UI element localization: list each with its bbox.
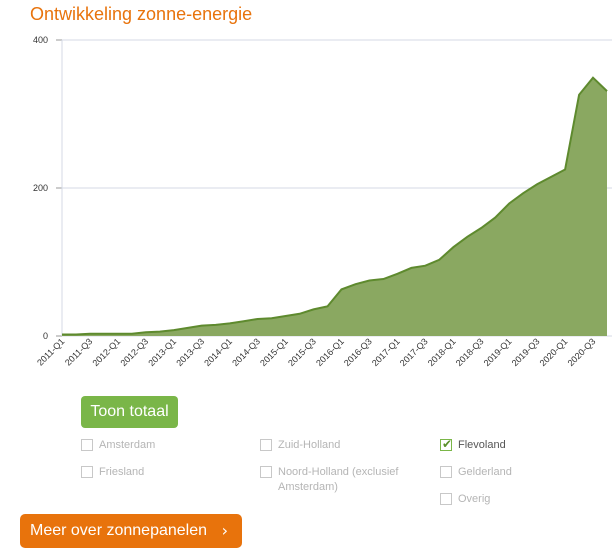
y-tick-label: 400 bbox=[33, 35, 48, 45]
checkbox-label-line2: Amsterdam) bbox=[278, 481, 338, 493]
x-tick-label: 2016-Q1 bbox=[314, 336, 346, 368]
x-tick-label: 2018-Q3 bbox=[454, 336, 486, 368]
x-tick-label: 2015-Q3 bbox=[286, 336, 318, 368]
checkbox-box[interactable] bbox=[440, 493, 452, 505]
checkbox-noord-holland[interactable]: Noord-Holland (exclusief Amsterdam) bbox=[260, 465, 398, 495]
more-about-solar-panels-button[interactable]: Meer over zonnepanelen › bbox=[20, 514, 242, 548]
x-tick-label: 2012-Q1 bbox=[90, 336, 122, 368]
checkbox-label: Zuid-Holland bbox=[278, 439, 341, 451]
x-tick-label: 2017-Q3 bbox=[398, 336, 430, 368]
x-tick-label: 2019-Q3 bbox=[510, 336, 542, 368]
checkbox-box[interactable] bbox=[81, 439, 93, 451]
checkbox-label-group: Noord-Holland (exclusief Amsterdam) bbox=[278, 465, 398, 495]
checkbox-label: Gelderland bbox=[458, 466, 512, 478]
checkmark-icon: ✔ bbox=[442, 437, 453, 451]
checkbox-box[interactable] bbox=[81, 466, 93, 478]
checkbox-label: Flevoland bbox=[458, 439, 506, 451]
chevron-right-icon: › bbox=[221, 521, 228, 540]
x-tick-label: 2013-Q1 bbox=[146, 336, 178, 368]
y-tick-label: 0 bbox=[43, 331, 48, 341]
x-tick-label: 2014-Q3 bbox=[230, 336, 262, 368]
checkbox-gelderland[interactable]: Gelderland bbox=[440, 465, 512, 480]
chart-title: Ontwikkeling zonne-energie bbox=[30, 4, 253, 24]
x-tick-label: 2019-Q1 bbox=[482, 336, 514, 368]
checkbox-box[interactable] bbox=[260, 466, 272, 478]
checkbox-box[interactable]: ✔ bbox=[440, 437, 453, 451]
x-tick-label: 2013-Q3 bbox=[174, 336, 206, 368]
x-tick-label: 2011-Q1 bbox=[35, 336, 66, 367]
x-tick-label: 2017-Q1 bbox=[370, 336, 402, 368]
checkbox-label: Friesland bbox=[99, 466, 145, 478]
x-tick-label: 2011-Q3 bbox=[63, 336, 94, 367]
x-tick-label: 2014-Q1 bbox=[202, 336, 234, 368]
checkbox-zuid-holland[interactable]: Zuid-Holland bbox=[260, 438, 340, 453]
x-tick-label: 2020-Q3 bbox=[566, 336, 598, 368]
checkbox-amsterdam[interactable]: Amsterdam bbox=[81, 438, 155, 453]
checkbox-label: Noord-Holland (exclusief bbox=[278, 466, 399, 478]
checkbox-box[interactable] bbox=[260, 439, 272, 451]
x-tick-label: 2015-Q1 bbox=[258, 336, 290, 368]
checkbox-overig[interactable]: Overig bbox=[440, 492, 490, 507]
x-tick-label: 2016-Q3 bbox=[342, 336, 374, 368]
series-area bbox=[62, 77, 607, 336]
x-tick-label: 2020-Q1 bbox=[538, 336, 570, 368]
checkbox-friesland[interactable]: Friesland bbox=[81, 465, 144, 480]
x-axis-ticks: 2011-Q12011-Q32012-Q12012-Q32013-Q12013-… bbox=[35, 336, 597, 368]
series-line bbox=[62, 76, 608, 336]
checkbox-flevoland[interactable]: ✔ Flevoland bbox=[440, 437, 506, 453]
checkbox-label: Amsterdam bbox=[99, 439, 156, 451]
checkbox-label: Overig bbox=[458, 493, 491, 505]
button-label: Meer over zonnepanelen bbox=[30, 522, 208, 539]
y-axis-ticks: 0 200 400 bbox=[33, 35, 48, 341]
x-tick-label: 2012-Q3 bbox=[118, 336, 150, 368]
checkbox-box[interactable] bbox=[440, 466, 452, 478]
y-tick-label: 200 bbox=[33, 183, 48, 193]
x-tick-label: 2018-Q1 bbox=[426, 336, 458, 368]
show-total-button[interactable]: Toon totaal bbox=[81, 396, 178, 428]
area-layer bbox=[62, 76, 608, 336]
